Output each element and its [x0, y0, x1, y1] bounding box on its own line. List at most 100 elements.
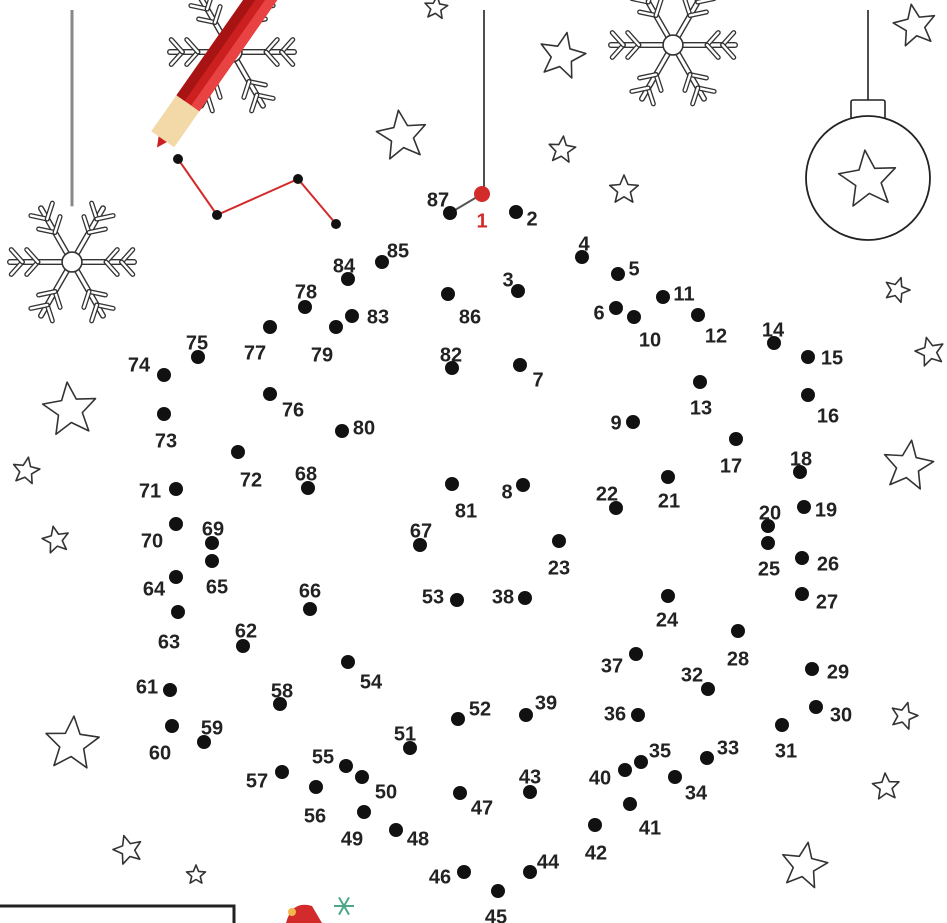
dot-marker[interactable] — [513, 358, 527, 372]
dot-marker[interactable] — [809, 700, 823, 714]
dot-50[interactable]: 50 — [355, 770, 397, 803]
dot-marker[interactable] — [169, 517, 183, 531]
dot-marker[interactable] — [761, 536, 775, 550]
dot-42[interactable]: 42 — [585, 818, 607, 864]
dot-marker[interactable] — [191, 350, 205, 364]
dot-22[interactable]: 22 — [596, 483, 623, 515]
dot-marker[interactable] — [693, 375, 707, 389]
dot-85[interactable]: 85 — [375, 240, 409, 269]
dot-marker[interactable] — [661, 470, 675, 484]
dot-47[interactable]: 47 — [453, 786, 493, 819]
dot-marker[interactable] — [519, 708, 533, 722]
dot-marker[interactable] — [157, 407, 171, 421]
dot-marker[interactable] — [445, 361, 459, 375]
dot-marker[interactable] — [552, 534, 566, 548]
dot-marker[interactable] — [457, 865, 471, 879]
dot-marker[interactable] — [797, 500, 811, 514]
dot-marker[interactable] — [518, 591, 532, 605]
dot-54[interactable]: 54 — [341, 655, 383, 693]
dot-70[interactable]: 70 — [141, 517, 183, 552]
dot-marker[interactable] — [523, 785, 537, 799]
dot-marker[interactable] — [441, 287, 455, 301]
dot-63[interactable]: 63 — [158, 605, 185, 653]
dot-marker[interactable] — [474, 186, 490, 202]
dot-37[interactable]: 37 — [601, 647, 643, 677]
dot-72[interactable]: 72 — [231, 445, 262, 491]
dot-marker[interactable] — [205, 554, 219, 568]
dot-2[interactable]: 2 — [509, 205, 538, 230]
dot-36[interactable]: 36 — [604, 703, 645, 725]
dot-10[interactable]: 10 — [627, 310, 661, 351]
dot-marker[interactable] — [301, 481, 315, 495]
dot-marker[interactable] — [303, 602, 317, 616]
dot-1[interactable]: 1 — [474, 186, 490, 232]
dot-57[interactable]: 57 — [246, 765, 289, 792]
dot-marker[interactable] — [298, 300, 312, 314]
dot-marker[interactable] — [413, 538, 427, 552]
dot-68[interactable]: 68 — [295, 463, 317, 495]
dot-marker[interactable] — [273, 697, 287, 711]
dot-marker[interactable] — [801, 388, 815, 402]
dot-26[interactable]: 26 — [795, 551, 839, 575]
dot-40[interactable]: 40 — [589, 763, 632, 789]
dot-marker[interactable] — [163, 683, 177, 697]
dot-48[interactable]: 48 — [389, 823, 429, 850]
dot-marker[interactable] — [588, 818, 602, 832]
dot-9[interactable]: 9 — [610, 412, 640, 434]
dot-8[interactable]: 8 — [501, 478, 530, 503]
dot-27[interactable]: 27 — [795, 587, 838, 613]
dot-marker[interactable] — [509, 205, 523, 219]
dot-53[interactable]: 53 — [422, 586, 464, 608]
dot-33[interactable]: 33 — [700, 737, 739, 765]
dot-marker[interactable] — [335, 424, 349, 438]
dot-marker[interactable] — [805, 662, 819, 676]
dot-15[interactable]: 15 — [801, 347, 843, 369]
dot-84[interactable]: 84 — [333, 255, 356, 286]
dot-24[interactable]: 24 — [656, 589, 679, 631]
dot-80[interactable]: 80 — [335, 417, 375, 439]
dot-19[interactable]: 19 — [797, 499, 837, 521]
dot-marker[interactable] — [761, 519, 775, 533]
dot-30[interactable]: 30 — [809, 700, 852, 726]
dot-marker[interactable] — [403, 741, 417, 755]
dot-marker[interactable] — [516, 478, 530, 492]
dot-59[interactable]: 59 — [197, 717, 223, 749]
dot-44[interactable]: 44 — [523, 851, 560, 879]
dot-marker[interactable] — [795, 551, 809, 565]
dot-marker[interactable] — [171, 605, 185, 619]
dot-marker[interactable] — [169, 570, 183, 584]
dot-65[interactable]: 65 — [205, 554, 228, 598]
dot-5[interactable]: 5 — [611, 258, 640, 281]
dot-16[interactable]: 16 — [801, 388, 839, 427]
dot-marker[interactable] — [775, 718, 789, 732]
dot-marker[interactable] — [700, 751, 714, 765]
dot-11[interactable]: 11 — [656, 283, 695, 305]
dot-marker[interactable] — [575, 250, 589, 264]
dot-marker[interactable] — [631, 708, 645, 722]
dot-74[interactable]: 74 — [128, 354, 171, 382]
dot-marker[interactable] — [231, 445, 245, 459]
dot-marker[interactable] — [701, 682, 715, 696]
dot-marker[interactable] — [345, 309, 359, 323]
dot-18[interactable]: 18 — [790, 448, 812, 479]
dot-64[interactable]: 64 — [143, 570, 183, 600]
dot-4[interactable]: 4 — [575, 233, 590, 264]
dot-marker[interactable] — [157, 368, 171, 382]
dot-6[interactable]: 6 — [593, 301, 623, 324]
dot-marker[interactable] — [451, 712, 465, 726]
dot-45[interactable]: 45 — [485, 884, 507, 923]
dot-marker[interactable] — [309, 780, 323, 794]
dot-marker[interactable] — [626, 415, 640, 429]
dot-31[interactable]: 31 — [775, 718, 797, 762]
dot-75[interactable]: 75 — [186, 332, 208, 364]
dot-86[interactable]: 86 — [441, 287, 481, 328]
dot-marker[interactable] — [767, 336, 781, 350]
dot-60[interactable]: 60 — [149, 719, 179, 764]
dot-marker[interactable] — [523, 865, 537, 879]
dot-marker[interactable] — [197, 735, 211, 749]
dot-56[interactable]: 56 — [304, 780, 326, 827]
dot-marker[interactable] — [729, 432, 743, 446]
dot-38[interactable]: 38 — [492, 586, 532, 608]
dot-marker[interactable] — [341, 272, 355, 286]
dot-marker[interactable] — [341, 655, 355, 669]
